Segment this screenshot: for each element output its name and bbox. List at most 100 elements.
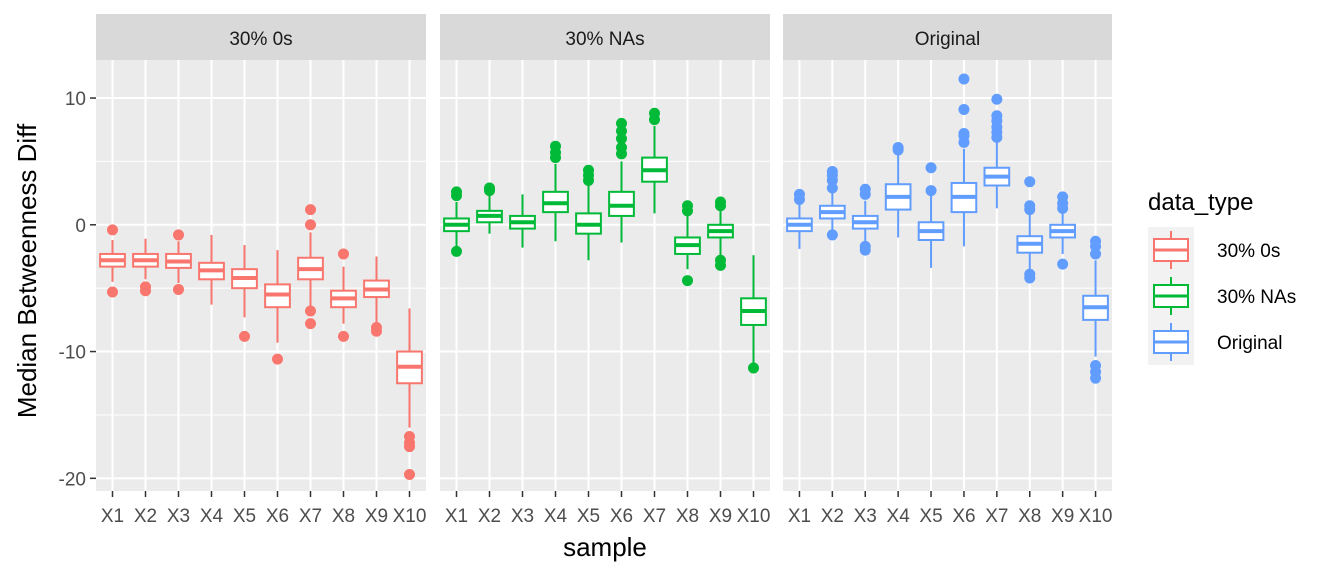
facet-panel-original: Original X1 X2 X3 X4 X5 X6 X7 X8 X9 X10 bbox=[783, 14, 1112, 527]
x-tick-label: X7 bbox=[643, 506, 666, 527]
outlier-point bbox=[338, 330, 349, 342]
outlier-point bbox=[107, 224, 118, 236]
outlier-point bbox=[371, 325, 382, 337]
outlier-point bbox=[958, 73, 970, 85]
boxplot-30-0s-x8 bbox=[330, 248, 357, 342]
x-tick-label: X1 bbox=[788, 506, 811, 527]
boxplot-original-x7 bbox=[983, 93, 1011, 209]
boxplot-30-0s-x3 bbox=[165, 229, 192, 295]
outlier-point bbox=[892, 141, 904, 153]
outlier-point bbox=[107, 286, 118, 298]
facet-strip bbox=[440, 14, 770, 60]
outlier-point bbox=[826, 229, 838, 241]
outlier-point bbox=[925, 162, 937, 174]
x-tick-label: X2 bbox=[478, 506, 501, 527]
boxplot-30-0s-x6 bbox=[264, 250, 291, 365]
legend-label: Original bbox=[1217, 333, 1282, 354]
x-tick-label: X9 bbox=[365, 506, 388, 527]
legend-item-original: Original bbox=[1148, 319, 1282, 365]
outlier-point bbox=[451, 186, 462, 198]
x-tick-label: X6 bbox=[610, 506, 633, 527]
outlier-point bbox=[826, 166, 838, 178]
boxplot-30-nas-x3 bbox=[509, 194, 536, 248]
boxplot-original-x8 bbox=[1016, 176, 1044, 284]
outlier-point bbox=[484, 182, 495, 194]
x-tick-label: X8 bbox=[332, 506, 355, 527]
x-tick-label: X5 bbox=[577, 506, 600, 527]
outlier-point bbox=[404, 441, 415, 453]
outlier-point bbox=[1024, 200, 1036, 212]
x-tick-label: X1 bbox=[445, 506, 468, 527]
boxplot-30-0s-x1 bbox=[99, 224, 126, 298]
x-tick-label: X4 bbox=[544, 506, 568, 527]
panel-background bbox=[440, 60, 770, 491]
boxplot-original-x2 bbox=[819, 166, 846, 241]
outlier-point bbox=[682, 200, 693, 212]
x-tick-label: X5 bbox=[233, 506, 256, 527]
boxplot-30-nas-x8 bbox=[674, 200, 701, 287]
outlier-point bbox=[338, 248, 349, 260]
panel-background bbox=[783, 60, 1112, 491]
outlier-point bbox=[991, 110, 1003, 122]
outlier-point bbox=[550, 140, 561, 152]
outlier-point bbox=[991, 93, 1003, 105]
x-tick-label: X7 bbox=[985, 506, 1008, 527]
outlier-point bbox=[1057, 258, 1069, 270]
outlier-point bbox=[140, 285, 151, 297]
boxplot-30-nas-x10 bbox=[740, 255, 767, 374]
x-tick-label: X3 bbox=[854, 506, 877, 527]
outlier-point bbox=[958, 103, 970, 115]
legend: data_type 30% 0s 30% NAs Original bbox=[1148, 189, 1296, 365]
y-tick-label: 0 bbox=[75, 216, 86, 237]
x-tick-label: X3 bbox=[167, 506, 190, 527]
facet-panel-30-nas: 30% NAs X1 X2 X3 X4 X5 X6 X7 X8 X9 X10 bbox=[440, 14, 770, 527]
boxplot-30-nas-x2 bbox=[476, 182, 503, 234]
outlier-point bbox=[1057, 191, 1069, 203]
y-tick-label: 10 bbox=[65, 89, 86, 110]
boxplot-30-0s-x4 bbox=[198, 234, 225, 305]
x-tick-label: X10 bbox=[393, 506, 427, 527]
outlier-point bbox=[826, 182, 838, 194]
outlier-point bbox=[1090, 248, 1102, 260]
legend-keys: 30% 0s 30% NAs Original bbox=[1148, 227, 1296, 365]
facet-strip-label: 30% 0s bbox=[229, 29, 292, 50]
facet-strip-label: 30% NAs bbox=[565, 29, 644, 50]
legend-label: 30% 0s bbox=[1217, 241, 1280, 262]
outlier-point bbox=[958, 128, 970, 140]
boxplot-30-nas-x6 bbox=[608, 117, 635, 243]
boxplot-original-x1 bbox=[786, 188, 813, 249]
outlier-point bbox=[793, 188, 805, 200]
outlier-point bbox=[715, 259, 726, 271]
outlier-point bbox=[305, 219, 316, 231]
outlier-point bbox=[404, 469, 415, 481]
boxplot-30-nas-x5 bbox=[575, 164, 602, 261]
facet-strip bbox=[783, 14, 1112, 60]
y-tick-label: -10 bbox=[59, 343, 86, 364]
outlier-point bbox=[305, 204, 316, 216]
facet-panel-30-0s: 30% 0s X1 X2 X3 X4 X5 X6 X7 X8 X9 X10 bbox=[96, 14, 426, 527]
boxplot-original-x3 bbox=[851, 183, 879, 256]
x-tick-label: X8 bbox=[1018, 506, 1041, 527]
boxplot-original-x5 bbox=[917, 162, 945, 268]
outlier-point bbox=[748, 362, 759, 374]
boxplot-30-nas-x4 bbox=[542, 140, 569, 242]
x-tick-label: X6 bbox=[952, 506, 975, 527]
outlier-point bbox=[173, 283, 184, 295]
x-tick-label: X7 bbox=[299, 506, 322, 527]
boxplot-30-0s-x7 bbox=[297, 204, 324, 330]
legend-item-30-nas: 30% NAs bbox=[1148, 273, 1296, 319]
boxplot-original-x6 bbox=[950, 73, 978, 247]
legend-item-30-0s: 30% 0s bbox=[1148, 227, 1280, 273]
outlier-point bbox=[925, 185, 937, 197]
x-tick-label: X8 bbox=[676, 506, 699, 527]
outlier-point bbox=[1090, 240, 1102, 252]
outlier-point bbox=[173, 229, 184, 241]
outlier-point bbox=[616, 141, 627, 153]
panel-background bbox=[96, 60, 426, 491]
x-axis-title: sample bbox=[563, 532, 647, 562]
outlier-point bbox=[616, 117, 627, 129]
outlier-point bbox=[1024, 176, 1036, 188]
boxplot-30-0s-x10 bbox=[396, 308, 423, 481]
x-tick-label: X5 bbox=[919, 506, 942, 527]
outlier-point bbox=[1024, 272, 1036, 284]
